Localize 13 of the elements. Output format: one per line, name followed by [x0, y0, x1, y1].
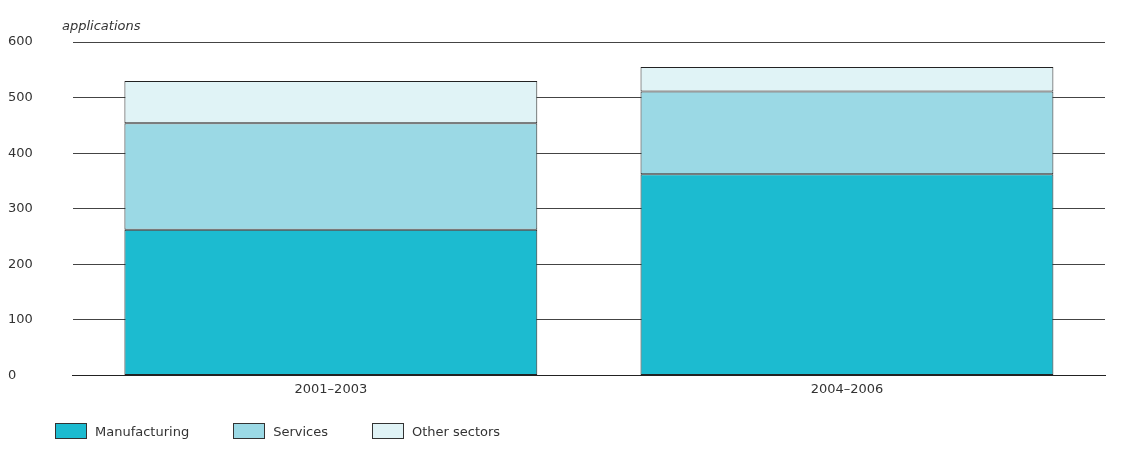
legend-label: Manufacturing	[95, 423, 190, 439]
y-tick-label: 600	[8, 33, 33, 49]
y-tick-label: 100	[8, 311, 33, 327]
legend-label: Other sectors	[411, 423, 501, 439]
y-tick-label: 0	[8, 366, 17, 382]
legend-label: Services	[273, 423, 328, 439]
x-tick-label: 2004–2006	[810, 380, 884, 396]
y-tick-label: 200	[8, 255, 33, 271]
y-axis-title: applications	[62, 18, 141, 33]
y-tick-label: 300	[8, 200, 33, 216]
y-tick-label: 500	[8, 88, 33, 104]
y-tick-label: 400	[8, 144, 33, 160]
x-tick-label: 2001–2003	[294, 380, 368, 396]
